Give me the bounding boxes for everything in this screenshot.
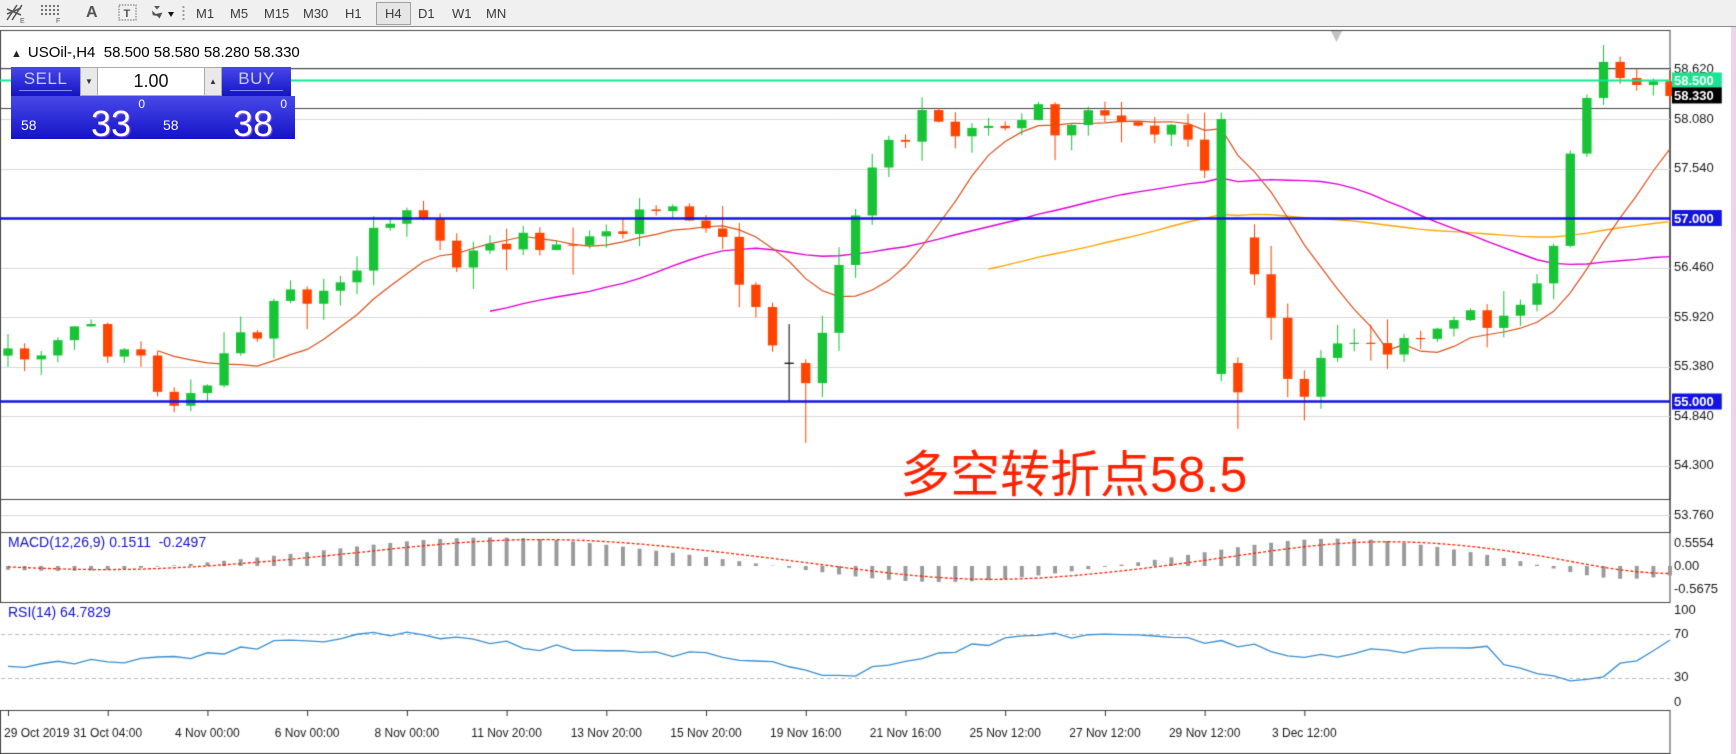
svg-text:E: E bbox=[20, 18, 25, 24]
svg-text:T: T bbox=[124, 8, 131, 20]
svg-text:F: F bbox=[56, 18, 60, 24]
